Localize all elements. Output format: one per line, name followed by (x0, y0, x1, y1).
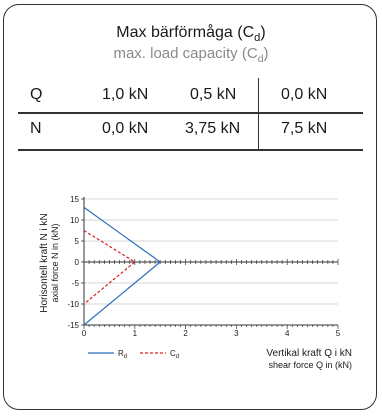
series-line-cd (83, 229, 136, 305)
q-value-1: 1,0 kN (102, 86, 149, 103)
x-axis-label-secondary: shear force Q in (kN) (268, 360, 352, 370)
chart-series (83, 206, 162, 326)
x-tick-label: 4 (285, 329, 290, 338)
y-tick-label: 10 (70, 216, 79, 225)
table-column-divider (258, 78, 260, 150)
x-tick-label: 0 (82, 329, 87, 338)
title-main: Max bärförmåga (Cd) (116, 24, 266, 44)
x-tick-label: 1 (133, 329, 138, 338)
x-tick-label: 5 (336, 329, 341, 338)
y-tick-label: -10 (67, 300, 79, 309)
table-divider (18, 112, 363, 114)
title-secondary: max. load capacity (Cd) (113, 45, 269, 65)
row-label-q: Q (30, 86, 43, 103)
y-tick-label: 5 (75, 237, 80, 246)
series-line-rd (83, 206, 162, 326)
info-card (3, 4, 377, 410)
y-axis-label: Horisontell kraft N i kN (39, 213, 50, 312)
row-label-n: N (30, 120, 42, 137)
n-value-1: 0,0 kN (102, 120, 149, 137)
table-bottom-line (18, 149, 363, 151)
y-tick-label: 15 (70, 195, 79, 204)
y-tick-label: -5 (72, 279, 80, 288)
n-value-2: 3,75 kN (185, 120, 241, 137)
chart-legend: Rd Cd (88, 349, 179, 360)
q-value-2: 0,5 kN (190, 86, 237, 103)
n-value-3: 7,5 kN (281, 120, 328, 137)
legend-label-rd: Rd (118, 349, 127, 360)
x-tick-label: 3 (234, 329, 239, 338)
y-tick-label: 0 (75, 258, 80, 267)
legend-label-cd: Cd (170, 349, 179, 360)
y-axis-label-secondary: axial force N in (kN) (50, 223, 60, 302)
q-value-3: 0,0 kN (281, 86, 328, 103)
x-axis-label: Vertikal kraft Q i kN (266, 348, 352, 359)
y-tick-label: -15 (67, 321, 79, 330)
x-tick-label: 2 (183, 329, 188, 338)
